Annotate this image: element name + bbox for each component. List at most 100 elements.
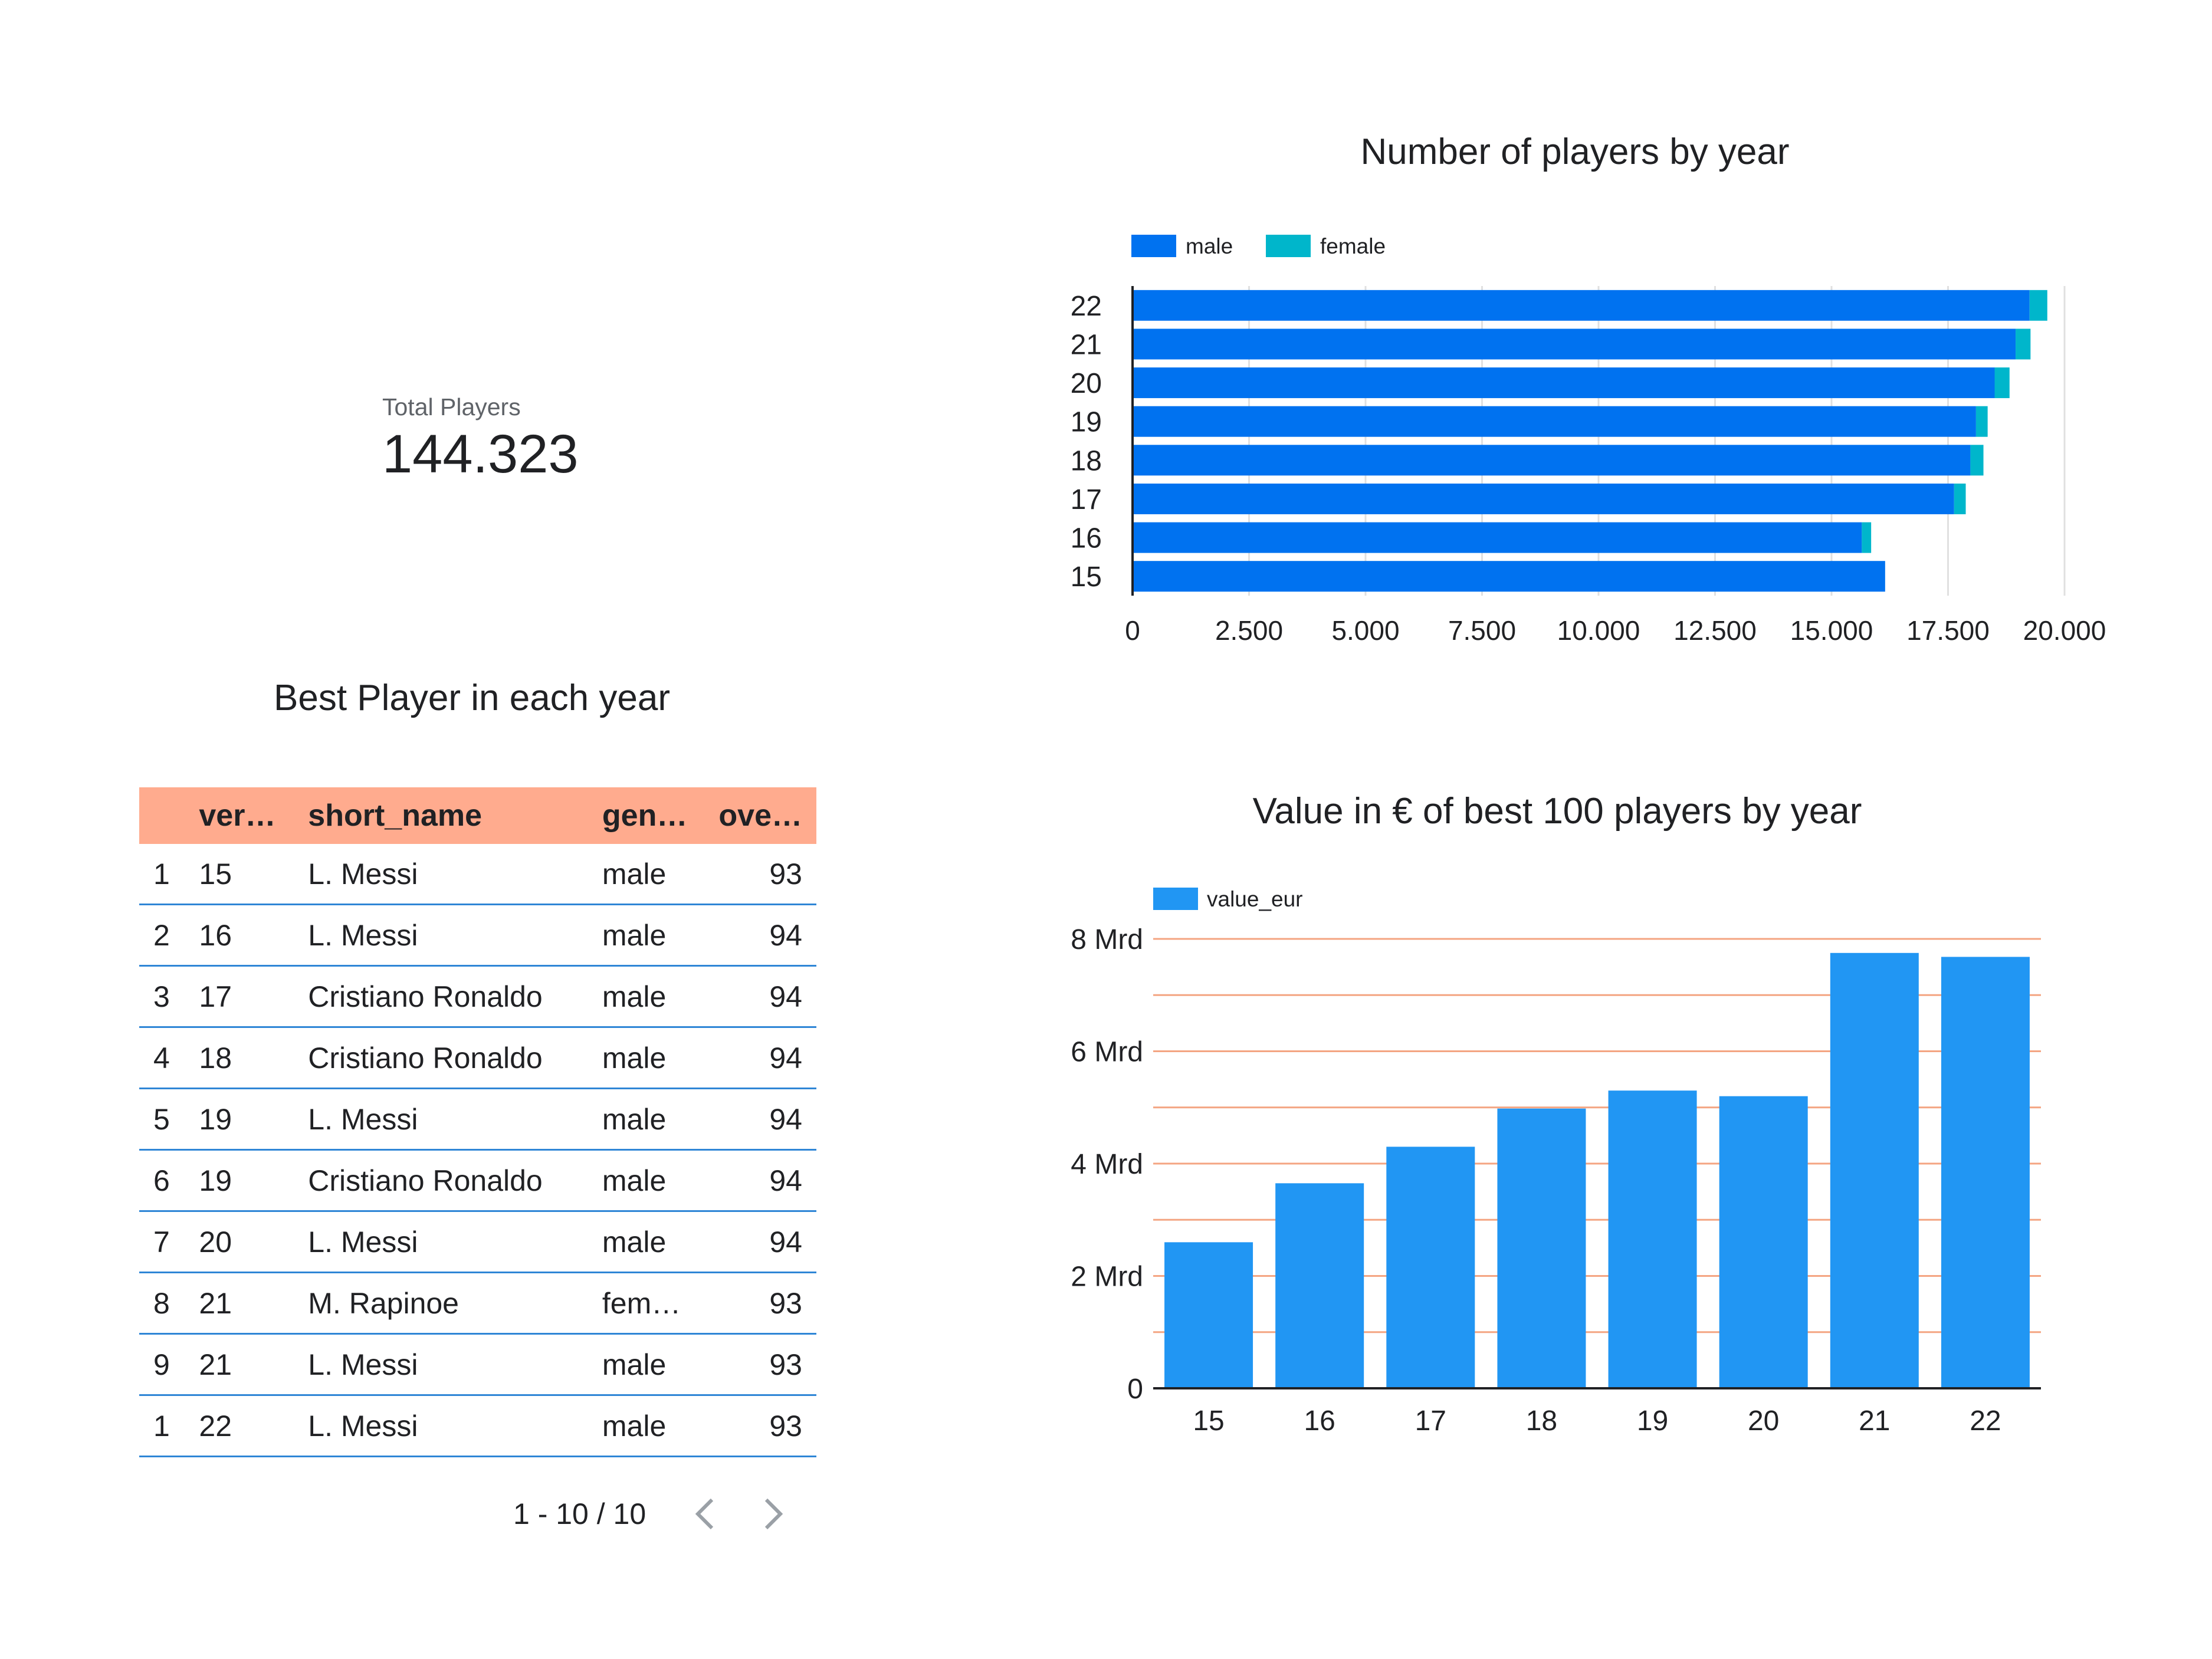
column-header-gender[interactable]: gen… [602, 787, 713, 844]
scorecard-value: 144.323 [382, 424, 579, 484]
total-players-scorecard: Total Players 144.323 [382, 389, 579, 484]
bar-value-eur-18 [1497, 1108, 1586, 1388]
cell-overall: 94 [712, 965, 816, 1028]
bar-female-16 [1862, 522, 1872, 553]
cell-version: 21 [199, 1333, 309, 1396]
bar-female-18 [1970, 445, 1984, 476]
x-tick-label: 20.000 [2023, 615, 2106, 646]
x-tick-label: 15.000 [1790, 615, 1873, 646]
y-tick-label: 8 Mrd [1071, 924, 1143, 955]
legend: male female [1131, 234, 1386, 258]
column-header-overall[interactable]: ove… [712, 787, 816, 844]
bar-value-eur-17 [1386, 1146, 1475, 1388]
cell-overall: 93 [712, 1272, 816, 1335]
y-tick-label: 18 [1071, 445, 1102, 477]
row-index: 9 [139, 1333, 199, 1396]
chevron-left-icon [695, 1498, 714, 1530]
cell-gender: male [602, 1149, 713, 1212]
column-header-short-name[interactable]: short_name [308, 787, 602, 844]
cell-gender: male [602, 904, 713, 967]
cell-overall: 94 [712, 1149, 816, 1212]
legend-label-value-eur: value_eur [1207, 887, 1303, 911]
row-index: 2 [139, 904, 199, 967]
cell-short-name: Cristiano Ronaldo [308, 1149, 602, 1212]
cell-version: 20 [199, 1211, 309, 1273]
row-index: 3 [139, 965, 199, 1028]
cell-gender: male [602, 965, 713, 1028]
table-row[interactable]: 5 19 L. Messi male 94 [139, 1088, 816, 1151]
y-tick-label: 17 [1071, 484, 1102, 515]
y-tick-label: 2 Mrd [1071, 1262, 1143, 1293]
x-tick-label: 17.500 [1906, 615, 1990, 646]
scorecard-label: Total Players [382, 393, 521, 421]
bar-value-eur-21 [1830, 952, 1919, 1388]
cell-overall: 93 [712, 1395, 816, 1457]
cell-version: 21 [199, 1272, 309, 1335]
bar-female-19 [1975, 406, 1988, 437]
cell-version: 15 [199, 844, 309, 905]
row-index: 7 [139, 1211, 199, 1273]
cell-overall: 94 [712, 1027, 816, 1089]
row-index: 5 [139, 1088, 199, 1151]
table-row[interactable]: 9 21 L. Messi male 93 [139, 1333, 816, 1396]
bar-female-17 [1954, 483, 1966, 514]
row-index: 8 [139, 1272, 199, 1335]
table-row[interactable]: 8 21 M. Rapinoe fem… 93 [139, 1272, 816, 1335]
cell-gender: male [602, 1333, 713, 1396]
bar-male-16 [1133, 522, 1862, 553]
table-row[interactable]: 1 15 L. Messi male 93 [139, 844, 816, 905]
x-tick-label: 15 [1193, 1405, 1224, 1437]
bar-value-eur-20 [1719, 1096, 1808, 1388]
legend-label-male: male [1186, 234, 1233, 258]
players-by-year-chart-title: Number of players by year [1360, 132, 1790, 172]
bar-value-eur-15 [1164, 1242, 1253, 1388]
legend-swatch-female [1266, 235, 1311, 257]
cell-gender: male [602, 1027, 713, 1089]
x-tick-label: 10.000 [1557, 615, 1640, 646]
bar-value-eur-22 [1941, 957, 2030, 1388]
cell-short-name: M. Rapinoe [308, 1272, 602, 1335]
table-title: Best Player in each year [273, 678, 670, 718]
cell-short-name: L. Messi [308, 904, 602, 967]
column-header-index[interactable] [139, 787, 199, 844]
table-row[interactable]: 6 19 Cristiano Ronaldo male 94 [139, 1149, 816, 1212]
pagination: 1 - 10 / 10 [513, 1490, 824, 1538]
previous-page-button[interactable] [687, 1493, 723, 1535]
x-tick-label: 7.500 [1448, 615, 1516, 646]
table-row[interactable]: 2 16 L. Messi male 94 [139, 904, 816, 967]
table-row[interactable]: 4 18 Cristiano Ronaldo male 94 [139, 1027, 816, 1089]
x-tick-label: 2.500 [1215, 615, 1283, 646]
column-header-version[interactable]: ver… [199, 787, 309, 844]
cell-overall: 94 [712, 1088, 816, 1151]
row-index: 4 [139, 1027, 199, 1089]
cell-short-name: L. Messi [308, 1395, 602, 1457]
x-tick-label: 16 [1304, 1405, 1335, 1437]
cell-version: 18 [199, 1027, 309, 1089]
bar-female-20 [1994, 367, 2010, 399]
cell-gender: fem… [602, 1272, 713, 1335]
legend-label-female: female [1320, 234, 1386, 258]
cell-short-name: L. Messi [308, 844, 602, 905]
y-tick-label: 0 [1127, 1374, 1143, 1405]
bar-male-19 [1133, 406, 1976, 437]
table-row[interactable]: 1 22 L. Messi male 93 [139, 1395, 816, 1457]
cell-short-name: Cristiano Ronaldo [308, 1027, 602, 1089]
x-tick-label: 20 [1748, 1405, 1779, 1437]
next-page-button[interactable] [756, 1493, 791, 1535]
table-row[interactable]: 7 20 L. Messi male 94 [139, 1211, 816, 1273]
y-tick-label: 4 Mrd [1071, 1149, 1143, 1180]
table-row[interactable]: 3 17 Cristiano Ronaldo male 94 [139, 965, 816, 1028]
cell-gender: male [602, 1395, 713, 1457]
x-tick-label: 19 [1637, 1405, 1668, 1437]
x-tick-label: 22 [1970, 1405, 2001, 1437]
bar-male-22 [1133, 290, 2030, 321]
bar-male-18 [1133, 445, 1971, 476]
bar-female-22 [2029, 290, 2047, 321]
table-header-row: ver… short_name gen… ove… [139, 787, 816, 844]
y-tick-label: 19 [1071, 407, 1102, 438]
bar-value-eur-16 [1275, 1183, 1364, 1388]
y-tick-label: 20 [1071, 368, 1102, 399]
x-tick-label: 21 [1859, 1405, 1890, 1437]
